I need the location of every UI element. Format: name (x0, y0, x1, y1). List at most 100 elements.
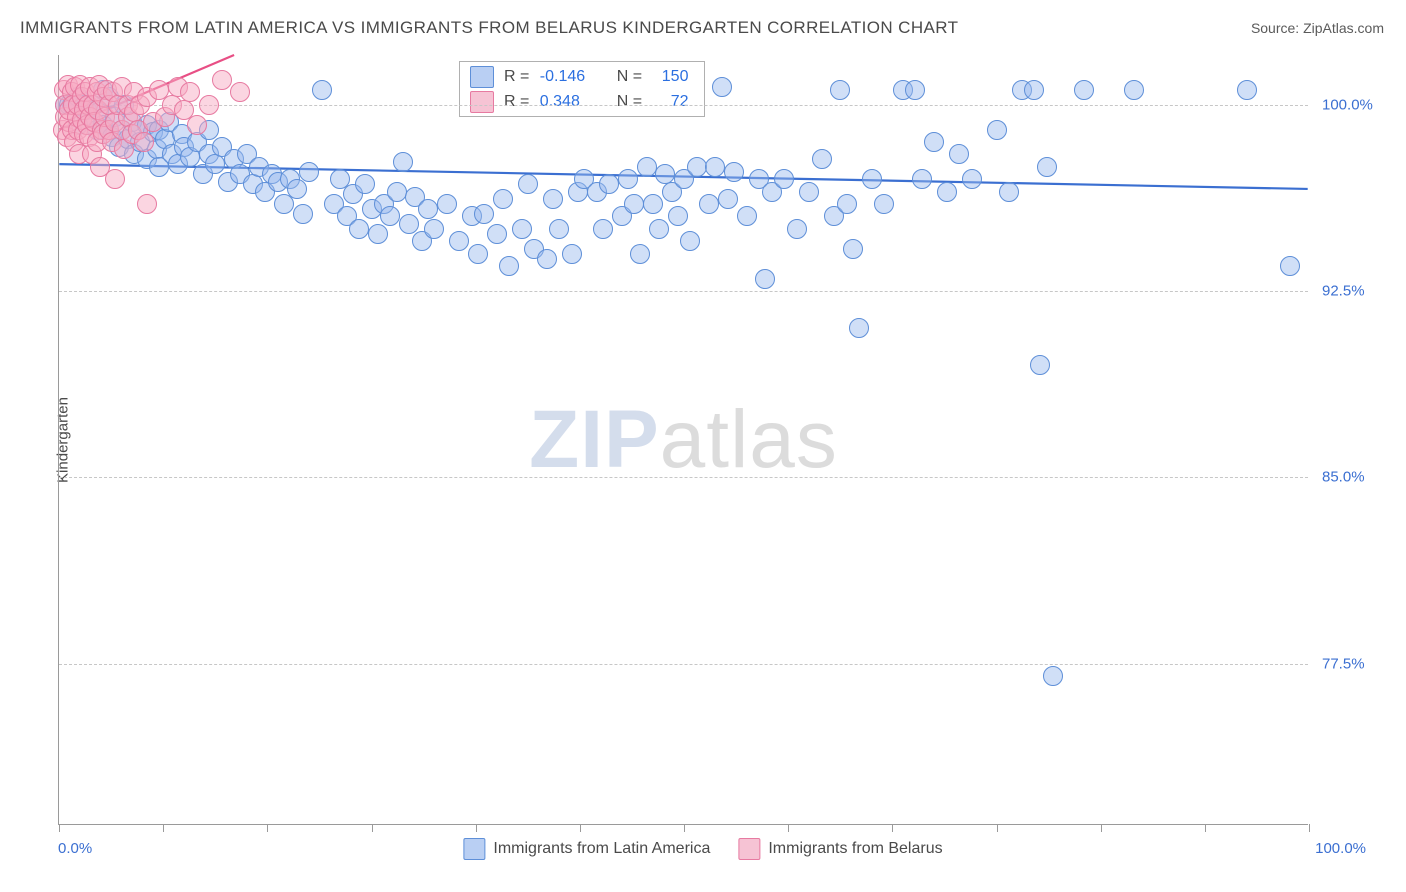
stat-value-n: 72 (646, 93, 694, 111)
data-point (624, 194, 644, 214)
x-tick (892, 824, 893, 832)
legend-label: Immigrants from Belarus (768, 840, 942, 857)
data-point (1030, 355, 1050, 375)
data-point (643, 194, 663, 214)
gridline (59, 477, 1308, 478)
x-tick (997, 824, 998, 832)
data-point (187, 115, 207, 135)
data-point (718, 189, 738, 209)
stat-value-r: -0.146 (534, 68, 608, 86)
source-name: ZipAtlas.com (1303, 20, 1384, 36)
data-point (737, 206, 757, 226)
data-point (837, 194, 857, 214)
legend-item: Immigrants from Belarus (738, 838, 942, 860)
data-point (549, 219, 569, 239)
x-tick (580, 824, 581, 832)
data-point (699, 194, 719, 214)
data-point (912, 169, 932, 189)
x-tick (372, 824, 373, 832)
data-point (1037, 157, 1057, 177)
data-point (562, 244, 582, 264)
data-point (287, 179, 307, 199)
source-prefix: Source: (1251, 20, 1303, 36)
data-point (668, 206, 688, 226)
data-point (649, 219, 669, 239)
data-point (755, 269, 775, 289)
data-point (905, 80, 925, 100)
y-tick-label: 92.5% (1322, 282, 1392, 299)
data-point (874, 194, 894, 214)
data-point (712, 77, 732, 97)
watermark-zip: ZIP (529, 394, 660, 485)
x-tick (788, 824, 789, 832)
watermark: ZIPatlas (529, 393, 838, 487)
data-point (205, 154, 225, 174)
data-point (987, 120, 1007, 140)
x-tick (1101, 824, 1102, 832)
data-point (862, 169, 882, 189)
plot-area: ZIPatlas R = -0.146 N = 150R = 0.348 N =… (58, 55, 1308, 825)
data-point (312, 80, 332, 100)
legend-label: Immigrants from Latin America (493, 840, 710, 857)
data-point (962, 169, 982, 189)
x-tick (59, 824, 60, 832)
data-point (487, 224, 507, 244)
data-point (687, 157, 707, 177)
data-point (618, 169, 638, 189)
data-point (680, 231, 700, 251)
x-tick (476, 824, 477, 832)
stat-label-r: R = (504, 93, 534, 111)
bottom-legend: Immigrants from Latin America Immigrants … (463, 838, 942, 860)
gridline (59, 291, 1308, 292)
data-point (368, 224, 388, 244)
stats-legend-box: R = -0.146 N = 150R = 0.348 N = 72 (459, 61, 705, 117)
stat-label-n: N = (608, 68, 647, 86)
series-swatch (470, 66, 494, 88)
stats-row: R = 0.348 N = 72 (460, 89, 704, 114)
data-point (437, 194, 457, 214)
data-point (299, 162, 319, 182)
data-point (799, 182, 819, 202)
data-point (830, 80, 850, 100)
x-tick (163, 824, 164, 832)
data-point (393, 152, 413, 172)
data-point (593, 219, 613, 239)
watermark-atlas: atlas (660, 394, 838, 485)
data-point (1124, 80, 1144, 100)
x-axis-min-label: 0.0% (58, 840, 92, 857)
series-swatch (470, 91, 494, 113)
legend-swatch (738, 838, 760, 860)
chart-title: IMMIGRANTS FROM LATIN AMERICA VS IMMIGRA… (20, 18, 958, 38)
data-point (787, 219, 807, 239)
data-point (630, 244, 650, 264)
legend-item: Immigrants from Latin America (463, 838, 710, 860)
data-point (637, 157, 657, 177)
data-point (468, 244, 488, 264)
data-point (212, 70, 232, 90)
data-point (812, 149, 832, 169)
gridline (59, 664, 1308, 665)
data-point (418, 199, 438, 219)
data-point (380, 206, 400, 226)
y-tick-label: 77.5% (1322, 655, 1392, 672)
data-point (537, 249, 557, 269)
x-tick (1309, 824, 1310, 832)
data-point (1043, 666, 1063, 686)
data-point (293, 204, 313, 224)
gridline (59, 105, 1308, 106)
data-point (399, 214, 419, 234)
stats-row: R = -0.146 N = 150 (460, 64, 704, 89)
data-point (843, 239, 863, 259)
data-point (134, 132, 154, 152)
data-point (724, 162, 744, 182)
x-tick (267, 824, 268, 832)
source-credit: Source: ZipAtlas.com (1251, 20, 1384, 36)
y-tick-label: 85.0% (1322, 469, 1392, 486)
data-point (105, 169, 125, 189)
data-point (1074, 80, 1094, 100)
data-point (449, 231, 469, 251)
data-point (499, 256, 519, 276)
data-point (999, 182, 1019, 202)
data-point (493, 189, 513, 209)
data-point (199, 95, 219, 115)
